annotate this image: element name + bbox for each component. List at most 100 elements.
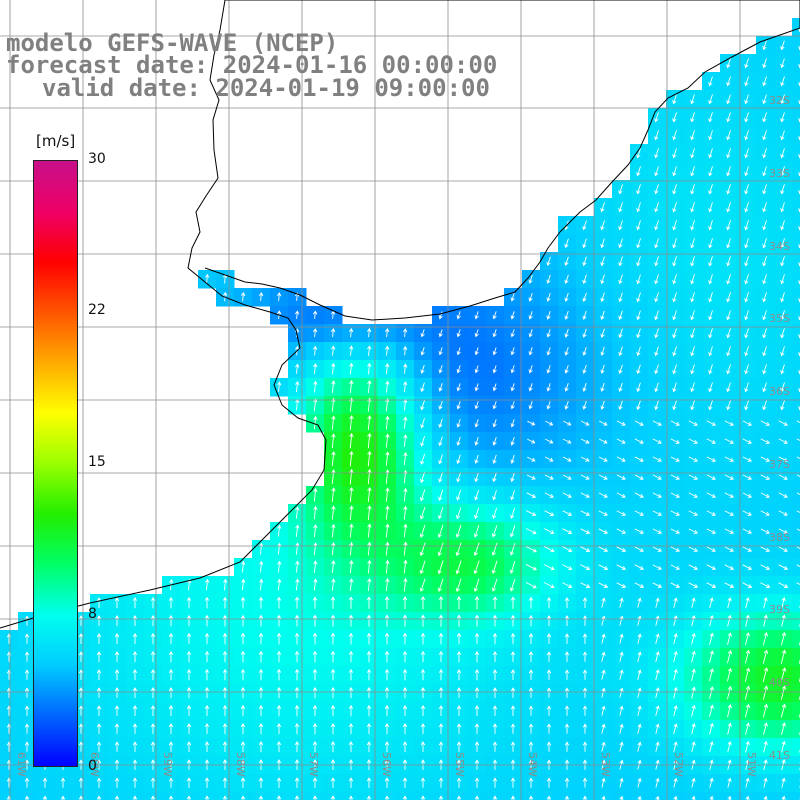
longitude-label: 52W <box>672 752 685 777</box>
wind-arrow <box>673 650 678 663</box>
wind-arrow <box>295 542 300 555</box>
wind-arrow <box>492 507 498 520</box>
wind-arrow <box>763 722 768 736</box>
wind-arrow <box>492 596 498 609</box>
wind-arrow <box>564 256 569 267</box>
wind-cell <box>792 396 800 415</box>
wind-cell <box>792 306 800 325</box>
wind-arrow <box>691 741 696 753</box>
wind-arrow <box>150 650 156 663</box>
wind-arrow <box>637 651 642 662</box>
wind-arrow <box>366 723 372 735</box>
wind-arrow <box>402 705 408 717</box>
wind-arrow <box>762 202 767 213</box>
wind-arrow <box>762 703 769 718</box>
wind-arrow <box>762 292 767 303</box>
wind-arrow <box>672 310 677 321</box>
wind-arrow <box>78 777 84 788</box>
wind-cell <box>792 738 800 757</box>
wind-arrow <box>367 345 372 356</box>
wind-arrow <box>528 596 534 609</box>
wind-arrow <box>313 505 318 520</box>
wind-arrow <box>726 76 731 87</box>
wind-arrow <box>402 328 408 338</box>
wind-arrow <box>348 795 354 800</box>
wind-arrow <box>724 582 735 588</box>
wind-arrow <box>491 542 498 556</box>
wind-arrow <box>240 632 246 645</box>
wind-arrow <box>724 456 734 462</box>
wind-arrow <box>277 578 282 591</box>
wind-arrow <box>582 364 587 374</box>
wind-arrow <box>706 582 717 588</box>
wind-arrow <box>670 474 680 480</box>
wind-arrow <box>510 741 516 752</box>
wind-arrow <box>114 615 120 627</box>
wind-arrow <box>420 705 426 717</box>
wind-arrow <box>241 578 246 591</box>
wind-arrow <box>331 397 336 412</box>
wind-arrow <box>528 292 533 302</box>
wind-arrow <box>474 472 479 483</box>
wind-arrow <box>349 487 354 503</box>
wind-arrow <box>455 560 462 575</box>
wind-arrow <box>24 777 30 788</box>
longitude-label: 61W <box>15 752 28 777</box>
wind-arrow <box>690 112 695 123</box>
wind-arrow <box>24 615 30 626</box>
longitude-label: 51W <box>745 752 758 777</box>
wind-arrow <box>510 472 515 483</box>
wind-arrow <box>564 346 569 356</box>
wind-arrow <box>438 472 444 483</box>
wind-arrow <box>636 238 641 249</box>
wind-arrow <box>456 741 462 752</box>
wind-arrow <box>654 310 659 321</box>
wind-arrow <box>796 528 800 531</box>
wind-arrow <box>473 578 480 593</box>
wind-arrow <box>564 741 570 752</box>
wind-arrow <box>528 723 534 734</box>
wind-cell <box>792 540 800 559</box>
wind-arrow <box>168 668 174 681</box>
wind-arrow <box>654 256 659 267</box>
wind-arrow <box>616 456 626 462</box>
wind-arrow <box>670 456 680 462</box>
wind-arrow <box>781 614 786 627</box>
wind-arrow <box>760 492 770 498</box>
wind-arrow <box>168 795 174 800</box>
wind-arrow <box>600 256 605 267</box>
wind-arrow <box>654 130 659 141</box>
wind-arrow <box>384 686 390 699</box>
wind-arrow <box>313 487 318 502</box>
wind-arrow <box>186 668 192 681</box>
wind-arrow <box>367 505 372 520</box>
wind-arrow <box>582 238 587 249</box>
wind-arrow <box>331 505 336 520</box>
wind-arrow <box>473 560 480 575</box>
wind-arrow <box>762 58 767 69</box>
wind-arrow <box>601 723 606 734</box>
wind-arrow <box>276 614 282 627</box>
wind-arrow <box>420 614 426 627</box>
wind-arrow <box>492 329 497 338</box>
wind-arrow <box>366 650 372 663</box>
wind-arrow <box>673 795 678 800</box>
wind-arrow <box>474 490 480 501</box>
wind-arrow <box>600 202 605 213</box>
wind-arrow <box>618 400 623 411</box>
wind-arrow <box>205 273 210 284</box>
wind-arrow <box>438 632 444 645</box>
wind-arrow <box>420 347 425 356</box>
wind-arrow <box>402 650 408 663</box>
wind-arrow <box>726 58 731 69</box>
wind-arrow <box>313 398 318 411</box>
wind-arrow <box>222 614 228 627</box>
wind-arrow <box>331 469 336 484</box>
wind-arrow <box>276 650 282 663</box>
wind-arrow <box>670 420 680 426</box>
wind-arrow <box>276 723 282 735</box>
wind-arrow <box>456 614 462 627</box>
wind-arrow <box>654 364 659 375</box>
wind-arrow <box>420 382 425 393</box>
wind-arrow <box>528 741 534 752</box>
